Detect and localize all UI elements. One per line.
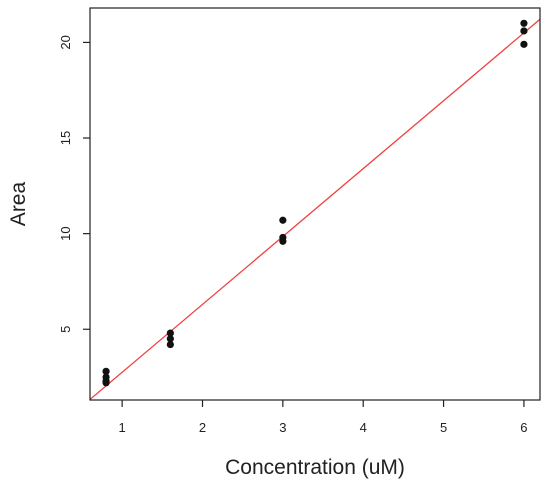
data-point <box>102 367 110 375</box>
x-tick-label: 5 <box>440 420 447 435</box>
x-axis-title: Concentration (uM) <box>225 456 405 479</box>
y-tick-label: 20 <box>58 35 73 49</box>
y-tick-label: 15 <box>58 131 73 145</box>
x-tick-label: 4 <box>360 420 367 435</box>
x-tick-label: 3 <box>279 420 286 435</box>
data-point <box>102 379 110 387</box>
plot-frame <box>89 7 541 401</box>
data-point <box>166 335 174 343</box>
y-axis-title: Area <box>7 182 30 227</box>
data-point <box>279 237 287 245</box>
data-point <box>520 27 528 35</box>
data-point <box>520 40 528 48</box>
y-tick-label: 10 <box>58 226 73 240</box>
axes: 1 2 3 4 5 6 5 10 15 20 <box>58 7 541 435</box>
data-point <box>520 19 528 27</box>
data-point <box>166 340 174 349</box>
plot-area <box>90 18 540 400</box>
regression-line <box>90 18 540 400</box>
x-tick-label: 6 <box>520 420 527 435</box>
data-point <box>166 329 174 337</box>
x-tick-label: 1 <box>119 420 126 435</box>
data-point <box>279 216 287 224</box>
x-tick-label: 2 <box>199 420 206 435</box>
y-tick-label: 5 <box>58 326 73 333</box>
